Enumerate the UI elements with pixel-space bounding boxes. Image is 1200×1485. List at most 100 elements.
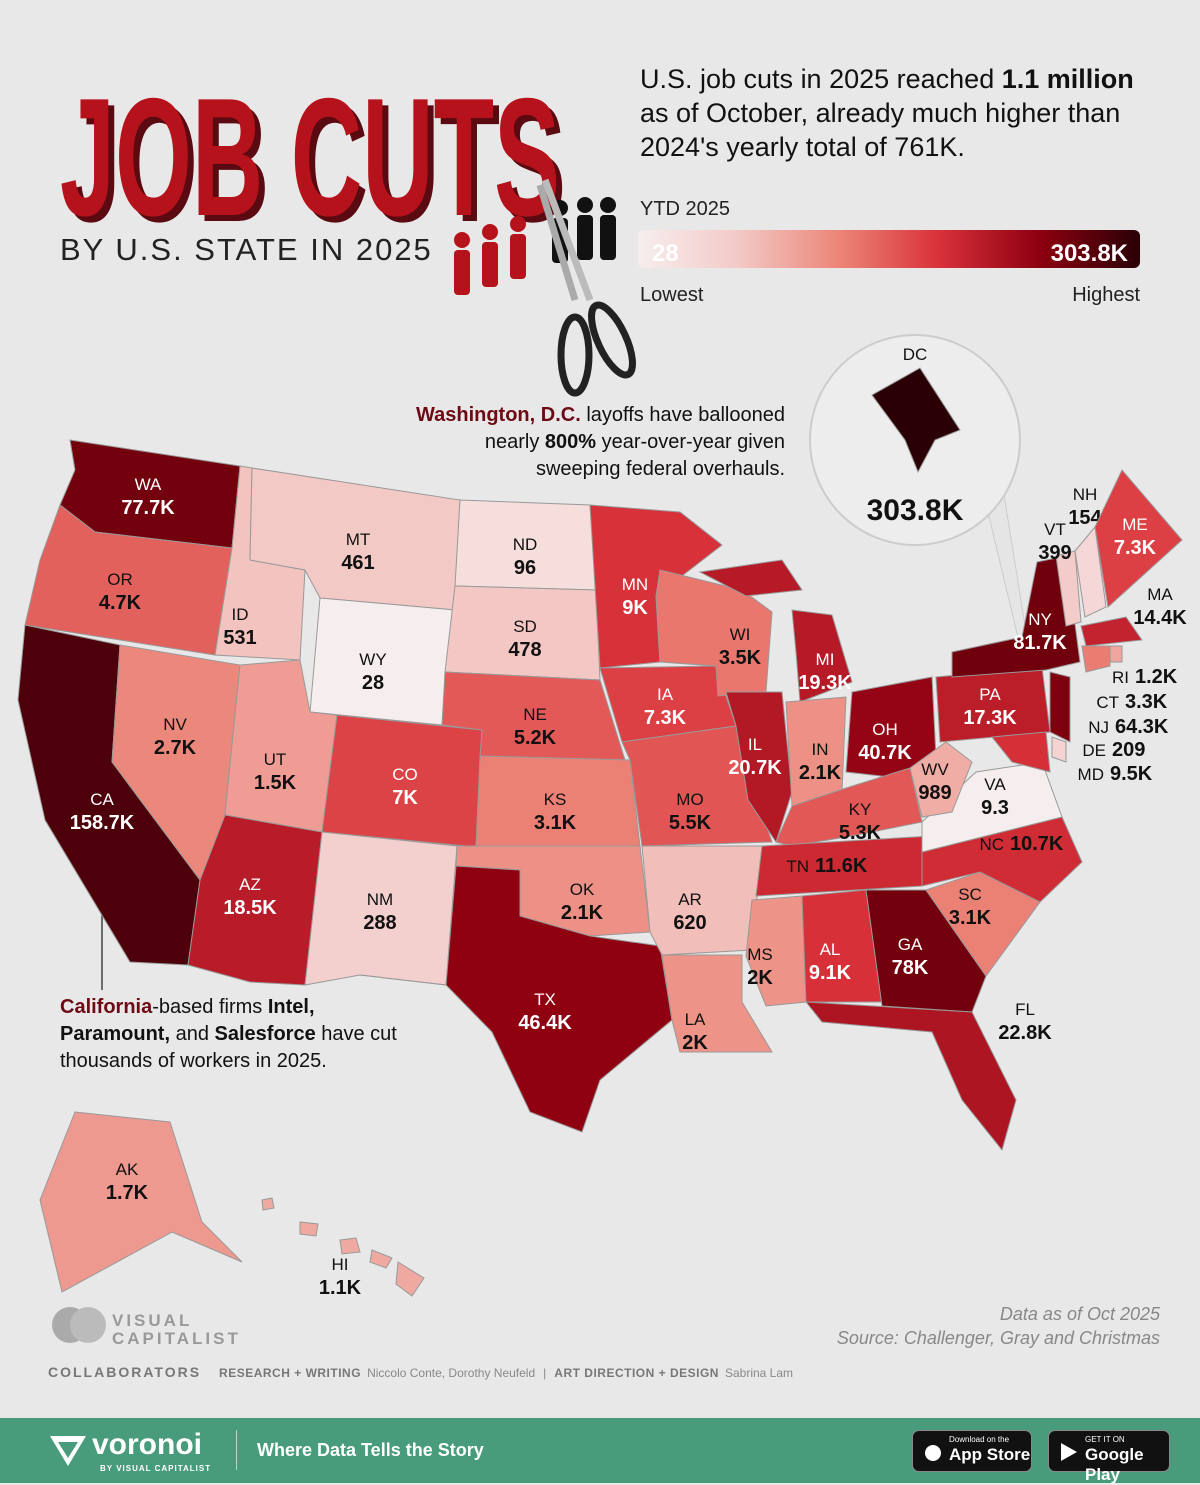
state-value: 531 (223, 627, 256, 649)
state-value: 209 (1112, 739, 1145, 761)
credit-label: COLLABORATORS (48, 1364, 202, 1380)
state (804, 1001, 1017, 1152)
voronoi-logo (50, 1436, 86, 1466)
footer-by: BY VISUAL CAPITALIST (100, 1464, 212, 1473)
state-abbr: ND (513, 535, 538, 554)
state-abbr: WY (359, 650, 386, 669)
state-abbr: VT (1044, 520, 1066, 539)
state-abbr: IN (812, 740, 829, 759)
state (261, 1197, 425, 1297)
state-abbr: HI (332, 1255, 349, 1274)
state-abbr: AK (116, 1160, 139, 1179)
dc-annotation: Washington, D.C. layoffs have ballooned … (395, 402, 785, 483)
title-shadow: JOB CUTS (66, 69, 566, 257)
state-value: 288 (363, 912, 396, 934)
state (1081, 645, 1111, 673)
state-value: 989 (918, 782, 951, 804)
ca-annotation: California-based firms Intel, Paramount,… (60, 994, 400, 1075)
state-value: 20.7K (728, 757, 782, 779)
state-abbr: MT (346, 530, 371, 549)
state-abbr: VA (984, 775, 1006, 794)
state-abbr: ME (1122, 515, 1148, 534)
app-store-badge[interactable]: Download on the App Store (912, 1430, 1032, 1472)
state-value: 3.1K (534, 812, 577, 834)
state-abbr: LA (685, 1010, 706, 1029)
state-value: 2K (747, 967, 773, 989)
state-value: 64.3K (1115, 716, 1169, 738)
state-abbr: NM (367, 890, 393, 909)
state-value: 5.5K (669, 812, 712, 834)
scissors-icon (536, 178, 636, 397)
state-abbr: CA (90, 790, 114, 809)
state-abbr: KY (849, 800, 872, 819)
logo-mark (52, 1307, 106, 1343)
legend-min: 28 (652, 240, 679, 267)
state-value: 9.5K (1110, 763, 1153, 785)
credit-names: Sabrina Lam (724, 1366, 794, 1380)
legend-title: YTD 2025 (640, 198, 730, 220)
note-bold: Intel, Paramount, (60, 996, 315, 1045)
state-abbr: NY (1028, 610, 1052, 629)
state (1074, 525, 1107, 618)
credit-label: RESEARCH + WRITING (219, 1366, 362, 1380)
state-value: 46.4K (518, 1012, 572, 1034)
state-value: 154 (1068, 507, 1102, 529)
state (641, 845, 763, 956)
state-abbr: OK (570, 880, 595, 899)
state-abbr: UT (264, 750, 287, 769)
state (1051, 736, 1067, 763)
subtitle: BY U.S. STATE IN 2025 (60, 232, 433, 267)
state-abbr: WA (135, 475, 162, 494)
state-value: 10.7K (1010, 833, 1064, 855)
state-abbr: ID (232, 605, 249, 624)
source: Source: Challenger, Gray and Christmas (836, 1328, 1160, 1348)
state-abbr: IL (748, 735, 762, 754)
state-abbr: DC (903, 345, 928, 364)
state-abbr: MA (1147, 585, 1173, 604)
state-value: 461 (341, 552, 374, 574)
legend-low: Lowest (640, 284, 704, 306)
state-value: 9K (622, 597, 648, 619)
intro-highlight: 1.1 million (1001, 64, 1134, 94)
state-abbr: NV (163, 715, 187, 734)
state (935, 666, 1051, 743)
note-accent: Washington, D.C. (415, 404, 581, 426)
state (871, 367, 961, 474)
state-value: 7.3K (1114, 537, 1157, 559)
play-icon (1061, 1443, 1077, 1461)
state-value: 1.5K (254, 772, 297, 794)
state-value: 2.7K (154, 737, 197, 759)
state-value: 81.7K (1013, 632, 1067, 654)
state (745, 895, 807, 1007)
credit-label: ART DIRECTION + DESIGN (554, 1366, 719, 1380)
state-abbr: MD (1078, 765, 1104, 784)
state-abbr: IA (657, 685, 674, 704)
state-value: 2K (682, 1032, 708, 1054)
state (865, 889, 987, 1013)
note-accent: California (60, 996, 153, 1018)
note-bold: 800% (544, 431, 597, 453)
state-abbr: MS (747, 945, 773, 964)
state-abbr: MI (816, 650, 835, 669)
apple-icon (925, 1445, 941, 1461)
source-block: Data as of Oct 2025 Source: Challenger, G… (760, 1302, 1160, 1350)
google-play-badge[interactable]: GET IT ON Google Play (1048, 1430, 1170, 1484)
state-abbr: CT (1096, 693, 1119, 712)
badge-label: App Store (949, 1445, 1031, 1464)
badge-label: Google Play (1085, 1445, 1144, 1484)
state-value: 5.2K (514, 727, 557, 749)
note-bold: Salesforce (214, 1023, 316, 1045)
state-value: 3.5K (719, 647, 762, 669)
state-value: 11.6K (815, 855, 868, 877)
footer: voronoi BY VISUAL CAPITALIST Where Data … (0, 1418, 1200, 1484)
state-abbr: SC (958, 885, 982, 904)
state-value: 28 (362, 672, 384, 694)
state-abbr: AZ (239, 875, 261, 894)
state-abbr: MN (622, 575, 648, 594)
intro-text: U.S. job cuts in 2025 reached 1.1 millio… (640, 62, 1160, 164)
state (698, 559, 853, 703)
state-value: 7K (392, 787, 418, 809)
state-abbr: SD (513, 617, 537, 636)
state-abbr: FL (1015, 1000, 1035, 1019)
